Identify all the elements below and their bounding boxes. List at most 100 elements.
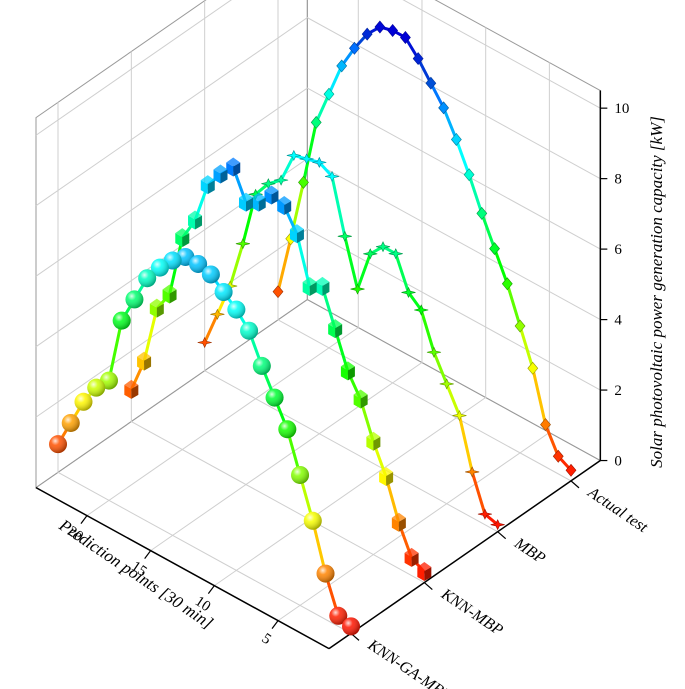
data-point-top [353,389,368,399]
data-point [226,162,234,177]
data-point [400,31,411,44]
data-point [426,346,442,358]
data-point-side [233,162,241,177]
data-point [465,466,480,478]
data-point-shine [316,564,335,583]
z-tick-label: 8 [614,172,622,188]
data-point-side [309,281,317,296]
series-line-segment [295,232,312,289]
data-point-top [238,192,253,202]
data-point [565,463,577,477]
data-point-shine [342,617,360,636]
data-point-side [322,281,330,296]
series-line-segment [493,247,509,286]
series-tick [570,480,580,489]
data-point [349,41,360,55]
data-point-top [162,284,177,294]
data-point-shine [329,606,348,625]
data-point [417,566,425,581]
series-line-segment [317,160,334,178]
data-point-shine [112,311,131,330]
data-point-side [424,566,432,581]
data-point-shine [303,511,322,530]
data-point-side [207,180,215,195]
x-tick-label: 10 [192,593,213,615]
data-point [188,215,196,230]
pane-rightBack [306,0,601,462]
data-point [302,281,310,296]
data-point-side [398,517,406,532]
series-tick-label: MBP [511,534,549,567]
data-point [388,248,403,260]
gridline-x [150,0,423,552]
series-tick-label: KNN-MBP [437,585,506,639]
data-point-shine [252,356,271,375]
series-line-segment [454,137,471,177]
data-point-top [149,298,164,308]
data-point-side [131,384,139,399]
data-point-side [411,552,419,567]
data-point-side [373,436,381,451]
data-point [175,233,183,248]
data-point [162,289,170,304]
data-point [452,409,467,422]
data-point-top [289,224,304,234]
data-point-top [226,157,241,167]
data-point-side [347,366,355,381]
series-actual-test [272,20,577,477]
data-point-side [360,394,368,409]
chart-series [49,20,577,636]
data-point [391,517,399,532]
data-point-side [245,197,253,212]
data-point [401,286,416,299]
data-point-side [258,197,266,212]
series-knn-mbp [124,157,432,581]
data-point-side [335,324,343,339]
data-point-top [302,276,317,286]
data-point-side [144,356,152,371]
data-point-shine [214,283,233,302]
data-point-shine [278,420,297,439]
z-tick-label: 4 [614,313,622,329]
data-point-top [340,361,355,371]
series-line-segment [483,512,500,527]
data-point-side [296,229,304,244]
x-tick-label: 5 [259,631,274,648]
data-point-top [404,547,419,557]
data-point-shine [125,290,144,309]
data-point [361,27,373,41]
z-tick-label: 6 [614,242,622,258]
data-point [514,319,526,333]
data-point [363,248,378,260]
data-point-side [271,190,279,205]
data-point [298,175,309,189]
gridline-series [130,51,425,583]
gridline-z [35,0,601,136]
series-line-segment [429,81,446,110]
x-tick [207,585,215,594]
gridline-z [35,87,601,277]
data-point [289,229,297,244]
x-tick [144,550,152,559]
data-point-side [386,471,394,486]
x-tick [80,515,88,524]
z-tick-label: 0 [614,454,622,470]
data-point [315,281,323,296]
data-point-shine [87,378,106,397]
series-line-segment [442,106,458,141]
series-line-segment [470,470,487,516]
series-knn-ga-mbp [49,247,360,636]
series-line-segment [445,382,461,418]
series-line-segment [518,324,535,370]
data-point-top [379,466,394,476]
data-point-shine [240,321,259,340]
series-tick [497,531,507,540]
series-line-segment [419,308,436,354]
data-point [414,304,429,316]
data-point-side [156,303,164,318]
series-tick-label: KNN-GA-MBP [364,636,455,689]
series-line-segment [301,120,318,184]
series-axis-line [328,459,601,650]
data-point-side [195,215,203,230]
series-line-segment [467,173,484,215]
